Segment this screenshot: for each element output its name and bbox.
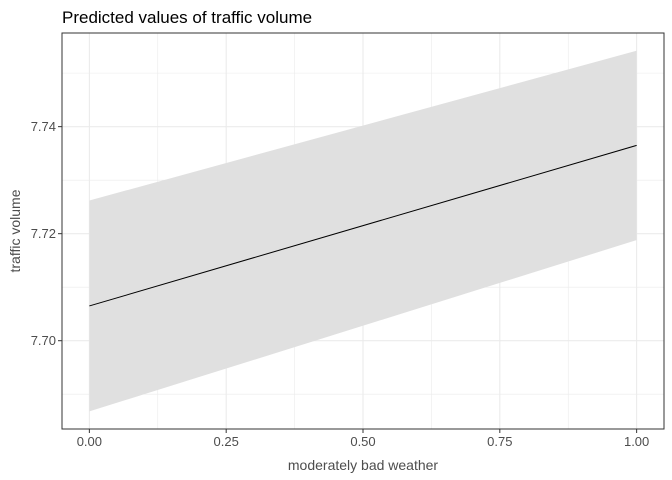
x-tick-label: 0.25 <box>214 434 239 449</box>
y-axis-title: traffic volume <box>7 189 23 272</box>
y-tick-label: 7.74 <box>31 119 56 134</box>
x-axis: 0.00 0.25 0.50 0.75 1.00 <box>77 429 649 449</box>
y-tick-label: 7.70 <box>31 333 56 348</box>
y-tick-label: 7.72 <box>31 226 56 241</box>
line-layer <box>89 144 637 307</box>
x-tick-label: 0.50 <box>350 434 375 449</box>
chart-title: Predicted values of traffic volume <box>62 8 312 27</box>
x-axis-title: moderately bad weather <box>288 457 439 473</box>
x-tick-label: 1.00 <box>624 434 649 449</box>
confidence-ribbon <box>89 50 637 412</box>
x-tick-label: 0.75 <box>487 434 512 449</box>
ribbon-layer <box>89 50 637 412</box>
x-tick-label: 0.00 <box>77 434 102 449</box>
y-axis: 7.70 7.72 7.74 <box>31 119 62 348</box>
predicted-line <box>89 144 637 307</box>
